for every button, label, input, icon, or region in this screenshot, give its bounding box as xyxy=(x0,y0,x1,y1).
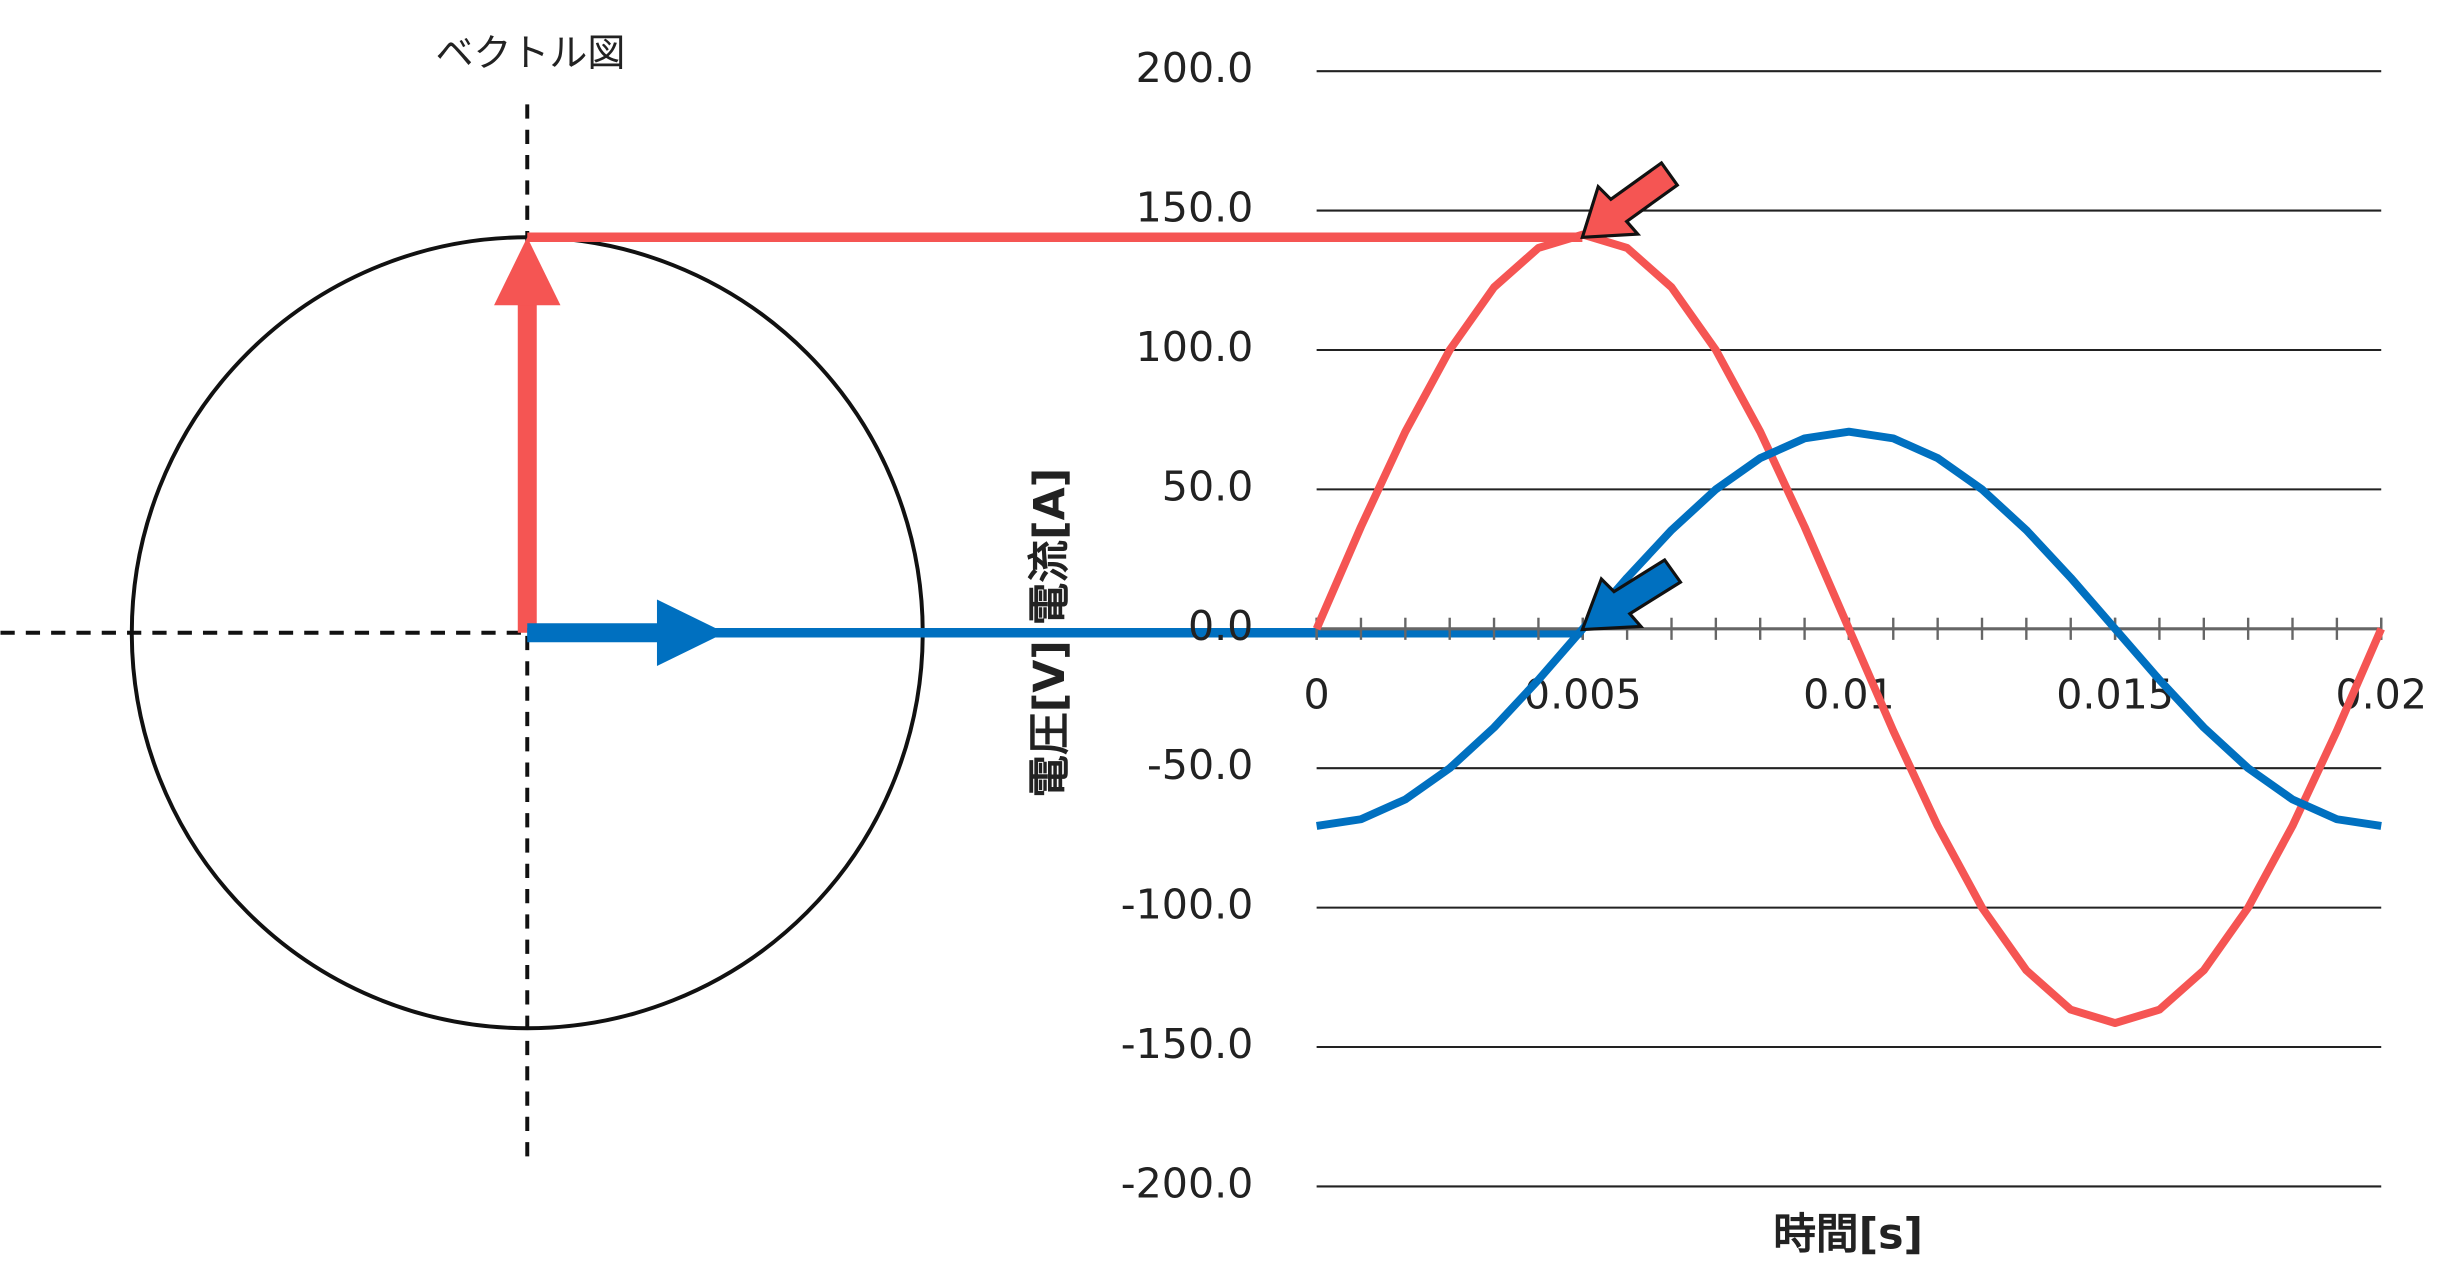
vector-diagram xyxy=(0,104,1583,1163)
series-line xyxy=(1316,427,2382,830)
y-tick-label: 100.0 xyxy=(1136,323,1254,371)
y-tick-label: -200.0 xyxy=(1121,1159,1254,1207)
pointer-arrow xyxy=(1580,557,1683,632)
y-tick-label: -50.0 xyxy=(1147,741,1253,789)
vector-title: ベクトル図 xyxy=(436,31,626,75)
y-tick-label: 150.0 xyxy=(1136,184,1254,232)
y-axis-label: 電圧[V] 電流[A] xyxy=(1025,468,1075,798)
pointer-arrow xyxy=(1580,160,1680,239)
y-tick-label: -150.0 xyxy=(1121,1020,1254,1068)
x-tick-label: 0 xyxy=(1304,671,1330,719)
y-tick-label: 0.0 xyxy=(1188,602,1253,650)
x-axis-label: 時間[s] xyxy=(1773,1210,1923,1260)
y-tick-label: 50.0 xyxy=(1162,462,1254,510)
y-tick-label: 200.0 xyxy=(1136,44,1254,92)
plot: 200.0 150.0 100.0 50.0 0.0 -50.0 -100.0 -150.0 -… xyxy=(1121,44,2427,1207)
series-line xyxy=(1312,230,2385,1027)
y-tick-label: -100.0 xyxy=(1121,881,1254,929)
current-arrowhead xyxy=(656,599,725,666)
voltage-arrowhead xyxy=(494,237,561,306)
